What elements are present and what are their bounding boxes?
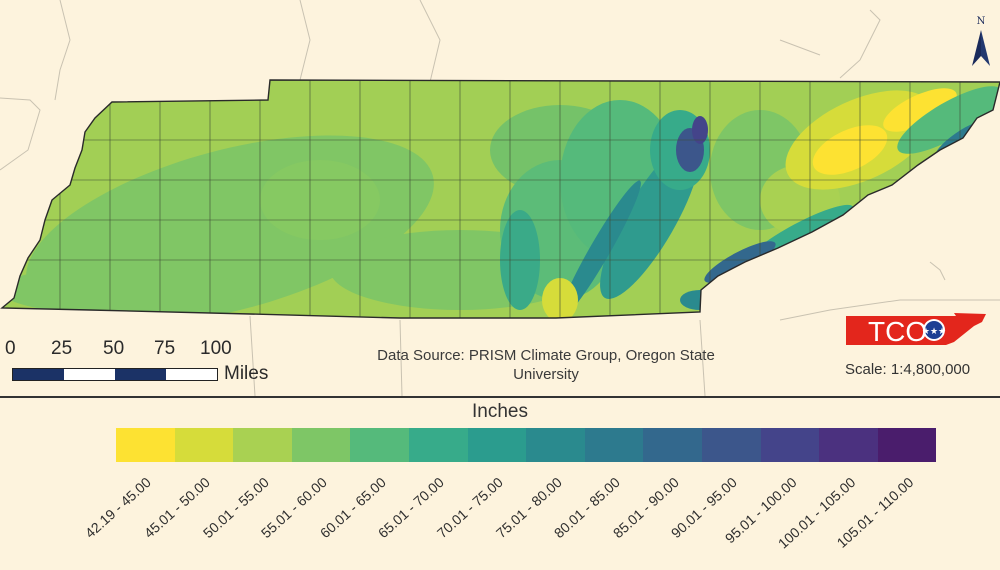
scale-tick-75: 75 — [154, 338, 176, 359]
legend-swatch — [174, 428, 234, 462]
legend-class-label: 65.01 - 70.00 — [375, 474, 448, 542]
legend-class-label: 55.01 - 60.00 — [257, 474, 330, 542]
legend-swatch — [643, 428, 702, 462]
legend-class-label: 90.01 - 95.00 — [668, 474, 741, 542]
panel-divider — [0, 396, 1000, 398]
svg-text:★★★: ★★★ — [922, 327, 946, 337]
legend-class-label: 95.01 - 100.00 — [721, 474, 800, 547]
legend-class-label: 100.01 - 105.00 — [774, 474, 858, 552]
legend-swatch — [116, 428, 175, 462]
legend-swatch — [526, 428, 585, 462]
map-panel: 0 25 50 75 100 Miles Data Source: PRISM … — [0, 0, 1000, 396]
scale-tick-25: 25 — [51, 338, 73, 359]
legend-swatch — [233, 428, 292, 462]
legend-swatches — [116, 428, 937, 462]
legend-swatch — [701, 428, 761, 462]
map-scale-ratio: Scale: 1:4,800,000 — [845, 361, 971, 378]
scale-tick-50: 50 — [103, 338, 125, 359]
legend-class-label: 70.01 - 75.00 — [433, 474, 506, 542]
legend-swatch — [877, 428, 937, 462]
legend-swatch — [467, 428, 527, 462]
legend-swatch — [408, 428, 468, 462]
data-source-text: Data Source: PRISM Climate Group, Oregon… — [377, 347, 715, 383]
precipitation-map — [0, 0, 1000, 396]
legend-class-label: 105.01 - 110.00 — [833, 474, 917, 551]
north-arrow-icon: N — [972, 16, 990, 66]
legend-swatch — [760, 428, 820, 462]
legend-class-label: 42.19 - 45.00 — [82, 474, 155, 542]
scale-bar — [12, 368, 218, 381]
scale-bar-unit: Miles — [224, 363, 269, 384]
legend-class-label: 45.01 - 50.00 — [140, 474, 213, 542]
legend-swatch — [291, 428, 351, 462]
legend-class-label: 85.01 - 90.00 — [609, 474, 682, 542]
north-label: N — [977, 16, 986, 27]
neighbor-state-lines — [0, 0, 1000, 396]
legend-title: Inches — [472, 401, 528, 422]
legend-class-label: 60.01 - 65.00 — [316, 474, 389, 542]
scale-tick-0: 0 — [5, 338, 16, 359]
legend-class-label: 75.01 - 80.00 — [492, 474, 565, 542]
legend-swatch — [350, 428, 409, 462]
tco-logo-text: TCO — [868, 316, 927, 347]
legend-swatch — [819, 428, 878, 462]
tco-logo: TCO ★★★ — [846, 313, 986, 347]
legend-class-label: 50.01 - 55.00 — [199, 474, 272, 542]
scale-tick-100: 100 — [200, 338, 232, 359]
legend-class-label: 80.01 - 85.00 — [550, 474, 623, 542]
legend-swatch — [584, 428, 644, 462]
